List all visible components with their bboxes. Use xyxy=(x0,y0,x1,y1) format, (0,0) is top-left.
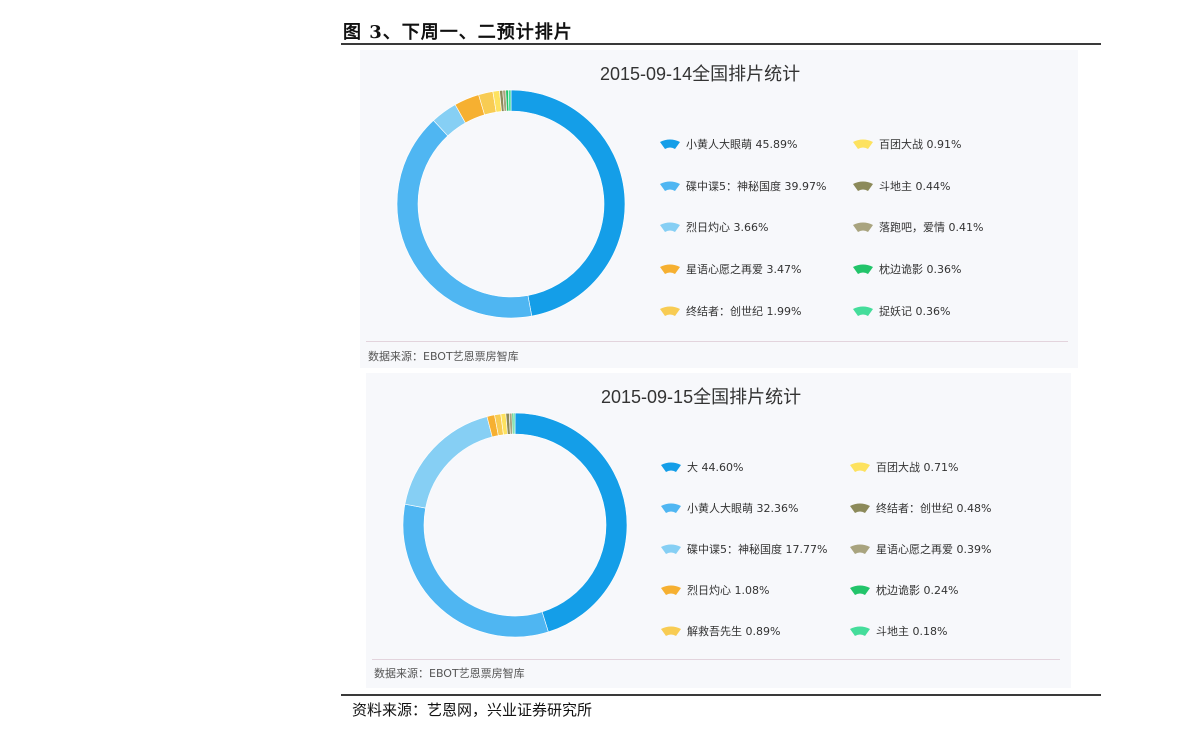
legend-swatch-icon xyxy=(853,181,873,191)
donut-slice-1 xyxy=(402,503,549,638)
donut-slice-9 xyxy=(513,412,516,435)
legend-swatch-icon xyxy=(661,462,681,472)
legend-label: 大 44.60% xyxy=(687,461,744,474)
legend-label: 捉妖记 0.36% xyxy=(879,304,951,318)
chart-divider xyxy=(366,341,1068,342)
legend-label: 烈日灼心 3.66% xyxy=(686,221,769,235)
chart-source-note: 数据来源：EBOT艺恩票房智库 xyxy=(368,350,519,363)
legend-label: 碟中谍5：神秘国度 39.97% xyxy=(686,179,827,193)
legend-label: 斗地主 0.18% xyxy=(876,625,948,638)
legend-label: 百团大战 0.71% xyxy=(876,461,959,474)
legend-swatch-icon xyxy=(850,544,870,554)
legend-label: 终结者：创世纪 1.99% xyxy=(686,304,802,318)
chart-panel-2015-09-15: 2015-09-15全国排片统计 数据来源：EBOT艺恩票房智库 大 44.60… xyxy=(366,373,1071,688)
legend-item: 烈日灼心 3.66% xyxy=(660,219,768,235)
chart-panel-2015-09-14: 2015-09-14全国排片统计 数据来源：EBOT艺恩票房智库 小黄人大眼萌 … xyxy=(360,50,1078,368)
donut-chart xyxy=(402,412,628,638)
chart-source-note: 数据来源：EBOT艺恩票房智库 xyxy=(374,667,525,680)
legend-label: 终结者：创世纪 0.48% xyxy=(876,502,992,515)
legend-item: 百团大战 0.71% xyxy=(850,459,958,475)
legend-label: 百团大战 0.91% xyxy=(879,138,962,151)
legend-swatch-icon xyxy=(661,544,681,554)
legend-swatch-icon xyxy=(661,626,681,636)
legend-swatch-icon xyxy=(853,139,873,149)
figure-source: 资料来源：艺恩网，兴业证券研究所 xyxy=(352,701,593,719)
legend-label: 烈日灼心 1.08% xyxy=(687,584,770,597)
legend-item: 星语心愿之再爱 3.47% xyxy=(660,261,801,277)
legend-item: 捉妖记 0.36% xyxy=(853,303,950,319)
donut-slice-0 xyxy=(514,412,628,633)
legend-swatch-icon xyxy=(853,264,873,275)
donut-slice-1 xyxy=(396,119,533,319)
donut-slice-0 xyxy=(510,89,626,317)
legend-item: 解救吾先生 0.89% xyxy=(661,623,780,639)
legend-item: 大 44.60% xyxy=(661,459,743,475)
legend-label: 小黄人大眼萌 32.36% xyxy=(687,502,799,515)
legend-item: 星语心愿之再爱 0.39% xyxy=(850,541,991,557)
legend-item: 碟中谍5：神秘国度 39.97% xyxy=(660,178,826,194)
legend-item: 终结者：创世纪 0.48% xyxy=(850,500,991,516)
legend-item: 枕边诡影 0.24% xyxy=(850,582,958,598)
legend-item: 终结者：创世纪 1.99% xyxy=(660,303,801,319)
legend-swatch-icon xyxy=(850,503,870,513)
legend-item: 百团大战 0.91% xyxy=(853,136,961,152)
legend-item: 斗地主 0.44% xyxy=(853,178,950,194)
donut-chart xyxy=(396,89,626,319)
legend-swatch-icon xyxy=(660,264,680,275)
legend-swatch-icon xyxy=(853,306,873,316)
legend-swatch-icon xyxy=(660,306,680,316)
legend-label: 落跑吧，爱情 0.41% xyxy=(879,221,984,235)
legend-swatch-icon xyxy=(850,585,870,595)
legend-label: 碟中谍5：神秘国度 17.77% xyxy=(687,543,828,556)
chart-title: 2015-09-14全国排片统计 xyxy=(600,64,801,84)
legend-label: 小黄人大眼萌 45.89% xyxy=(686,138,798,151)
legend-swatch-icon xyxy=(661,503,681,513)
legend-label: 斗地主 0.44% xyxy=(879,179,951,193)
chart-divider xyxy=(372,659,1060,660)
donut-slice-2 xyxy=(404,416,493,509)
legend-item: 烈日灼心 1.08% xyxy=(661,582,769,598)
legend-label: 解救吾先生 0.89% xyxy=(687,625,781,638)
top-rule xyxy=(341,43,1101,45)
legend-item: 枕边诡影 0.36% xyxy=(853,261,961,277)
legend-label: 枕边诡影 0.24% xyxy=(876,584,959,597)
figure-title: 图 3、下周一、二预计排片 xyxy=(343,22,573,43)
legend-label: 星语心愿之再爱 0.39% xyxy=(876,543,992,556)
bottom-rule xyxy=(341,694,1101,696)
donut-slice-9 xyxy=(508,89,512,112)
legend-item: 小黄人大眼萌 45.89% xyxy=(660,136,797,152)
chart-title: 2015-09-15全国排片统计 xyxy=(601,387,802,407)
legend-swatch-icon xyxy=(661,585,681,595)
legend-item: 落跑吧，爱情 0.41% xyxy=(853,219,983,235)
legend-label: 枕边诡影 0.36% xyxy=(879,263,962,277)
legend-item: 碟中谍5：神秘国度 17.77% xyxy=(661,541,827,557)
legend-swatch-icon xyxy=(660,222,680,233)
legend-swatch-icon xyxy=(660,181,680,191)
legend-swatch-icon xyxy=(850,626,870,636)
legend-swatch-icon xyxy=(853,222,873,233)
legend-item: 斗地主 0.18% xyxy=(850,623,947,639)
legend-swatch-icon xyxy=(850,462,870,472)
legend-item: 小黄人大眼萌 32.36% xyxy=(661,500,798,516)
legend-swatch-icon xyxy=(660,139,680,149)
legend-label: 星语心愿之再爱 3.47% xyxy=(686,263,802,277)
